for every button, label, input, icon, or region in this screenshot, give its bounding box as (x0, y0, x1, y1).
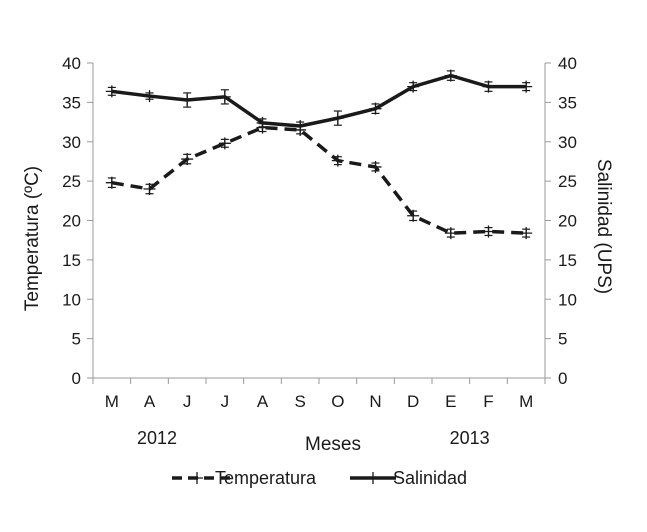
legend: Temperatura Salinidad (172, 468, 467, 488)
year-label-2013: 2013 (450, 428, 490, 448)
right-y-tick-label: 25 (558, 172, 577, 191)
labels-layer: Meses Temperatura (ºC) Salinidad (UPS) 2… (22, 159, 614, 455)
data-point-marker-salinidad (444, 69, 457, 82)
legend-item-temperatura: Temperatura (172, 468, 317, 488)
series-temperatura (105, 121, 533, 240)
left-y-tick-label: 30 (62, 133, 81, 152)
data-point-marker-temperatura (105, 176, 118, 189)
right-y-tick-label: 0 (558, 369, 567, 388)
data-point-marker-salinidad (256, 116, 269, 129)
legend-salinidad-marker-icon (367, 472, 379, 484)
x-tick-label-D: D (407, 392, 419, 411)
x-tick-label-M: M (519, 392, 533, 411)
left-y-axis-title: Temperatura (ºC) (22, 166, 43, 311)
data-point-marker-temperatura (218, 137, 231, 150)
left-y-tick-label: 40 (62, 54, 81, 73)
series-salinidad (105, 69, 533, 132)
x-tick-label-A: A (144, 392, 156, 411)
series-layer (105, 69, 533, 240)
right-y-axis-title: Salinidad (UPS) (593, 159, 614, 294)
right-y-tick-label: 20 (558, 212, 577, 231)
data-point-marker-temperatura (482, 225, 495, 238)
left-y-tick-label: 35 (62, 93, 81, 112)
x-tick-label-J: J (221, 392, 230, 411)
right-y-tick-label: 5 (558, 330, 567, 349)
left-y-tick-label: 5 (72, 330, 81, 349)
x-tick-label-O: O (331, 392, 344, 411)
data-point-marker-salinidad (105, 85, 118, 98)
legend-temperatura-marker-icon (191, 472, 203, 484)
left-y-tick-label: 25 (62, 172, 81, 191)
left-y-tick-label: 20 (62, 212, 81, 231)
x-axis-title: Meses (305, 434, 361, 455)
data-point-marker-temperatura (331, 154, 344, 167)
data-point-marker-temperatura (181, 153, 194, 166)
left-y-tick-label: 10 (62, 290, 81, 309)
x-tick-label-A: A (257, 392, 269, 411)
data-point-marker-temperatura (143, 183, 156, 195)
right-y-tick-label: 10 (558, 290, 577, 309)
right-y-tick-label: 40 (558, 54, 577, 73)
x-tick-label-S: S (294, 392, 305, 411)
left-y-tick-label: 15 (62, 251, 81, 270)
data-point-marker-salinidad (482, 80, 495, 93)
data-point-marker-salinidad (181, 94, 194, 107)
data-point-marker-salinidad (369, 102, 382, 115)
legend-temperatura-label: Temperatura (215, 468, 317, 488)
data-point-marker-temperatura (444, 227, 457, 240)
x-tick-label-E: E (445, 392, 456, 411)
series-line-temperatura (111, 125, 527, 235)
right-y-tick-label: 30 (558, 133, 577, 152)
data-point-marker-temperatura (369, 160, 382, 173)
data-point-marker-salinidad (331, 112, 344, 125)
data-point-marker-temperatura (520, 227, 533, 240)
axes: 0 5 10 15 20 25 30 35 40 0 5 10 15 20 25 30 35 40 M A J J A S O N… (62, 54, 577, 411)
x-tick-label-J: J (183, 392, 192, 411)
left-y-tick-label: 0 (72, 369, 81, 388)
x-tick-label-F: F (483, 392, 493, 411)
data-point-marker-salinidad (218, 90, 231, 103)
right-y-tick-label: 35 (558, 93, 577, 112)
year-label-2012: 2012 (137, 428, 177, 448)
legend-salinidad-label: Salinidad (393, 468, 467, 488)
legend-item-salinidad: Salinidad (350, 468, 467, 488)
data-point-marker-temperatura (407, 209, 420, 222)
data-point-marker-salinidad (407, 80, 420, 93)
data-point-marker-salinidad (294, 120, 307, 132)
data-point-marker-salinidad (520, 80, 533, 93)
x-tick-label-M: M (105, 392, 119, 411)
right-y-tick-label: 15 (558, 251, 577, 270)
series-line-salinidad (111, 73, 527, 128)
data-point-marker-salinidad (143, 90, 156, 103)
x-tick-label-N: N (369, 392, 381, 411)
